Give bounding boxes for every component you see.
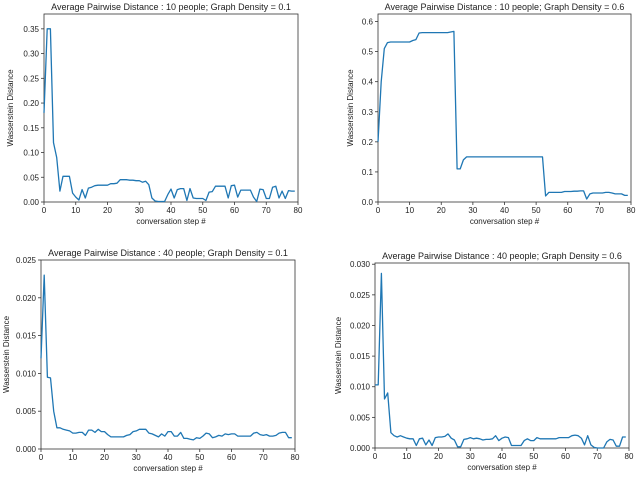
x-tick-label: 60 — [563, 206, 572, 215]
x-tick-label: 0 — [373, 452, 378, 461]
subplot-2: Average Pairwise Distance : 10 people; G… — [346, 2, 636, 226]
x-tick-label: 40 — [164, 453, 173, 462]
y-axis-label: Wasserstein Distance — [346, 69, 355, 147]
x-tick-label: 50 — [529, 452, 538, 461]
axes-frame — [374, 262, 630, 449]
x-tick-label: 50 — [532, 206, 541, 215]
x-tick-label: 50 — [198, 206, 207, 215]
y-tick-label: 0.015 — [350, 352, 371, 361]
x-tick-label: 80 — [625, 452, 634, 461]
x-tick-label: 70 — [262, 206, 271, 215]
x-tick-label: 20 — [434, 452, 443, 461]
y-tick-label: 0.020 — [16, 294, 37, 303]
subplot-4: Average Pairwise Distance : 40 people; G… — [334, 251, 634, 472]
y-tick-label: 0.025 — [16, 256, 37, 265]
y-tick-label: 0.35 — [23, 25, 39, 34]
y-tick-label: 0.3 — [362, 108, 374, 117]
x-tick-label: 0 — [42, 206, 47, 215]
y-tick-label: 0.1 — [362, 168, 374, 177]
y-tick-label: 0.20 — [23, 99, 39, 108]
x-tick-label: 0 — [39, 453, 44, 462]
x-tick-label: 60 — [230, 206, 239, 215]
y-tick-label: 0.4 — [362, 78, 374, 87]
x-tick-label: 10 — [68, 453, 77, 462]
x-axis-label: conversation step # — [470, 217, 540, 226]
x-tick-label: 30 — [468, 206, 477, 215]
x-tick-label: 60 — [227, 453, 236, 462]
y-tick-label: 0.6 — [362, 18, 374, 27]
x-tick-label: 70 — [593, 452, 602, 461]
y-tick-label: 0.25 — [23, 74, 39, 83]
x-axis-label: conversation step # — [133, 464, 203, 473]
y-tick-label: 0.0 — [362, 198, 374, 207]
x-tick-label: 20 — [437, 206, 446, 215]
x-tick-label: 10 — [402, 452, 411, 461]
y-tick-label: 0.10 — [23, 149, 39, 158]
x-tick-label: 40 — [498, 452, 507, 461]
y-axis-label: Wasserstein Distance — [6, 69, 15, 147]
subplot-3: Average Pairwise Distance : 40 people; G… — [2, 248, 300, 473]
x-tick-label: 50 — [195, 453, 204, 462]
y-tick-label: 0.000 — [350, 444, 371, 453]
series-line — [43, 28, 295, 203]
y-tick-label: 0.2 — [362, 138, 374, 147]
y-tick-label: 0.000 — [16, 445, 37, 454]
x-tick-label: 20 — [103, 206, 112, 215]
series-line — [375, 272, 626, 449]
chart-title: Average Pairwise Distance : 40 people; G… — [382, 251, 622, 261]
series-line — [40, 274, 292, 441]
x-tick-label: 60 — [561, 452, 570, 461]
chart-title: Average Pairwise Distance : 10 people; G… — [385, 2, 625, 12]
x-tick-label: 80 — [294, 206, 303, 215]
chart-title: Average Pairwise Distance : 40 people; G… — [48, 248, 288, 258]
x-tick-label: 80 — [627, 206, 636, 215]
x-tick-label: 10 — [405, 206, 414, 215]
x-tick-label: 30 — [135, 206, 144, 215]
y-tick-label: 0.00 — [23, 198, 39, 207]
x-tick-label: 70 — [595, 206, 604, 215]
series-line — [377, 30, 628, 200]
x-tick-label: 70 — [259, 453, 268, 462]
y-tick-label: 0.020 — [350, 321, 371, 330]
y-tick-label: 0.030 — [350, 260, 371, 269]
axes-frame — [377, 13, 632, 203]
chart-title: Average Pairwise Distance : 10 people; G… — [51, 2, 291, 12]
x-tick-label: 30 — [466, 452, 475, 461]
x-tick-label: 40 — [167, 206, 176, 215]
y-tick-label: 0.05 — [23, 173, 39, 182]
y-tick-label: 0.005 — [16, 407, 37, 416]
y-tick-label: 0.15 — [23, 124, 39, 133]
x-tick-label: 80 — [291, 453, 300, 462]
x-tick-label: 30 — [132, 453, 141, 462]
subplot-1: Average Pairwise Distance : 10 people; G… — [6, 2, 303, 226]
y-tick-label: 0.010 — [16, 369, 37, 378]
x-tick-label: 20 — [100, 453, 109, 462]
y-tick-label: 0.015 — [16, 332, 37, 341]
x-tick-label: 40 — [500, 206, 509, 215]
y-tick-label: 0.010 — [350, 383, 371, 392]
y-axis-label: Wasserstein Distance — [2, 315, 11, 393]
y-tick-label: 0.005 — [350, 413, 371, 422]
y-tick-label: 0.025 — [350, 291, 371, 300]
x-tick-label: 10 — [71, 206, 80, 215]
x-axis-label: conversation step # — [467, 463, 537, 472]
axes-frame — [43, 13, 299, 203]
y-tick-label: 0.30 — [23, 50, 39, 59]
y-tick-label: 0.5 — [362, 48, 374, 57]
axes-frame — [40, 259, 296, 450]
x-tick-label: 0 — [376, 206, 381, 215]
y-axis-label: Wasserstein Distance — [334, 316, 343, 394]
x-axis-label: conversation step # — [136, 217, 206, 226]
